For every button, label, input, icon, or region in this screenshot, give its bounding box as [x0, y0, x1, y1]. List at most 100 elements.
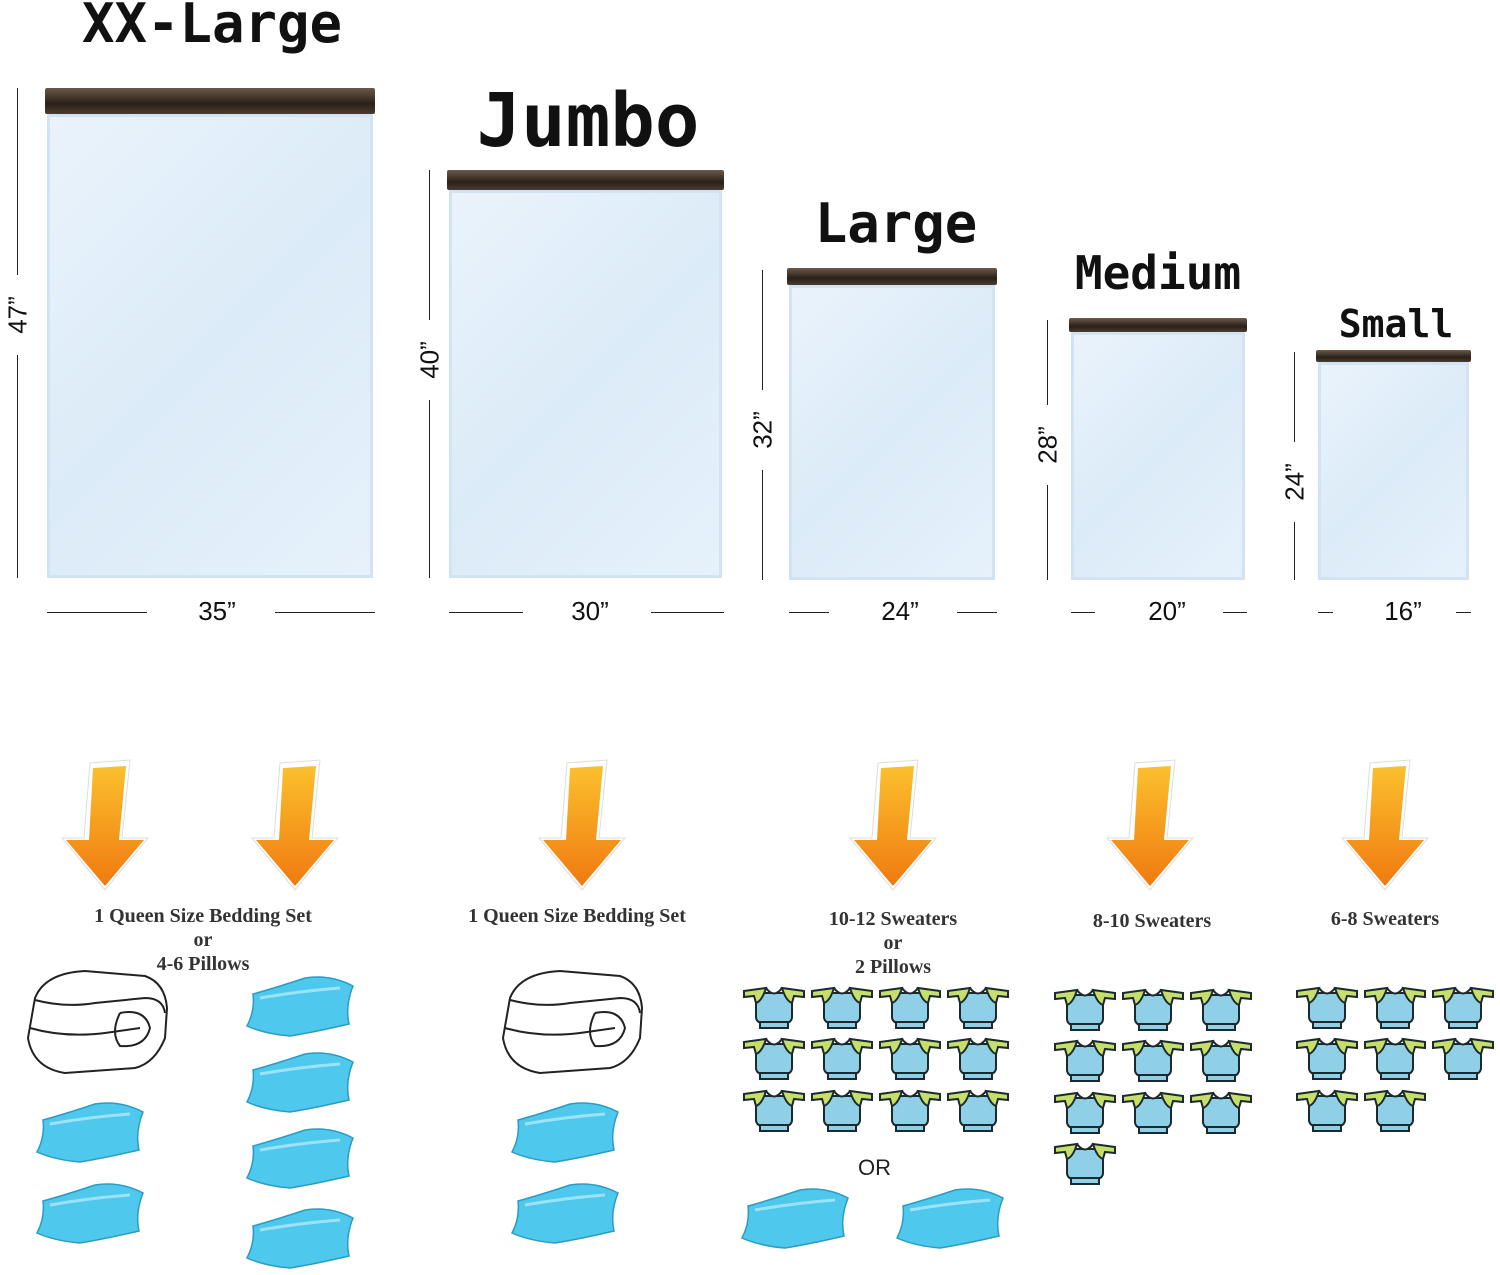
sweater-icon: [946, 985, 1010, 1036]
bag-image: [447, 170, 724, 578]
pillow-icon: [895, 1188, 1007, 1255]
sweater-icon: [1363, 1088, 1427, 1139]
sweater-icon: [878, 1088, 942, 1139]
sweater-icon: [742, 1088, 806, 1139]
height-arrow-line: [429, 170, 430, 320]
sweater-icon: [1053, 1141, 1117, 1192]
sweater-icon: [1431, 985, 1495, 1036]
zipper: [447, 170, 724, 190]
width-label: 30”: [571, 596, 609, 626]
bag-size-title: Small: [1338, 302, 1454, 346]
arrow-down-icon: [250, 758, 340, 898]
sweater-icon: [1189, 1038, 1253, 1089]
bag-size-title: Large: [814, 192, 978, 255]
sweater-icon: [946, 1036, 1010, 1087]
height-label: 28”: [1032, 426, 1063, 464]
caption-line: 1 Queen Size Bedding Set: [94, 905, 312, 927]
width-arrow-line: [1456, 612, 1471, 613]
width-arrow-line: [1318, 612, 1333, 613]
or-label: OR: [858, 1155, 891, 1180]
arrow-down-icon: [1105, 758, 1195, 898]
arrow-down-icon: [848, 758, 938, 898]
caption-line: 4-6 Pillows: [156, 953, 250, 975]
sweater-icon: [1295, 1088, 1359, 1139]
arrow-down-icon: [537, 758, 627, 898]
pillow-icon: [740, 1188, 852, 1255]
pillow-icon: [510, 1102, 622, 1169]
sweater-icon: [1295, 985, 1359, 1036]
height-arrow-line: [17, 355, 18, 578]
height-label: 40”: [414, 341, 445, 379]
bag-body: [1318, 362, 1469, 580]
width-arrow-line: [957, 612, 997, 613]
sweater-icon: [1363, 1036, 1427, 1087]
width-arrow-line: [1223, 612, 1247, 613]
height-label: 32”: [747, 411, 778, 449]
sweater-icon: [1053, 987, 1117, 1038]
sweater-icon: [1189, 987, 1253, 1038]
sweater-icon: [946, 1088, 1010, 1139]
arrow-down-icon: [60, 758, 150, 898]
bag-body: [449, 190, 722, 578]
pillow-icon: [245, 1052, 357, 1119]
bag-image: [45, 88, 375, 578]
width-label: 24”: [881, 596, 919, 626]
sweater-icon: [1295, 1036, 1359, 1087]
sweater-icon: [1189, 1090, 1253, 1141]
bag-image: [787, 268, 997, 580]
caption-line: 1 Queen Size Bedding Set: [468, 905, 686, 927]
caption-line: 6-8 Sweaters: [1330, 908, 1440, 930]
zipper: [1316, 350, 1471, 362]
sweater-icon: [1121, 1038, 1185, 1089]
bag-size-title: Medium: [1074, 246, 1242, 300]
caption-line: or: [883, 932, 903, 954]
sweater-icon: [1363, 985, 1427, 1036]
width-arrow-line: [650, 612, 724, 613]
bag-body: [1071, 332, 1245, 580]
sweater-icon: [1121, 987, 1185, 1038]
caption: 6-8 Sweaters: [1331, 907, 1439, 931]
caption: 1 Queen Size Bedding Set: [468, 904, 686, 928]
height-arrow-line: [1294, 352, 1295, 442]
height-label: 47”: [2, 296, 33, 334]
bag-body: [789, 285, 995, 580]
pillow-icon: [35, 1102, 147, 1169]
sweater-icon: [810, 985, 874, 1036]
sweater-icon: [1431, 1036, 1495, 1087]
sweater-icon: [742, 985, 806, 1036]
height-arrow-line: [1047, 320, 1048, 405]
height-arrow-line: [17, 88, 18, 275]
sweater-icon: [878, 1036, 942, 1087]
width-arrow-line: [1071, 612, 1095, 613]
caption-line: 8-10 Sweaters: [1092, 910, 1212, 932]
caption: 8-10 Sweaters: [1093, 909, 1211, 933]
bag-size-title: Jumbo: [476, 78, 700, 164]
bag-image: [1069, 318, 1247, 580]
width-arrow-line: [449, 612, 523, 613]
height-arrow-line: [1047, 485, 1048, 580]
caption-line: 2 Pillows: [854, 956, 932, 978]
zipper: [45, 88, 375, 114]
comforter-icon: [25, 968, 173, 1083]
bag-image: [1316, 350, 1471, 580]
pillow-icon: [245, 1128, 357, 1195]
sweater-icon: [878, 985, 942, 1036]
caption: 10-12 Sweaters or 2 Pillows: [829, 907, 957, 979]
pillow-icon: [510, 1183, 622, 1250]
sweater-icon: [1053, 1090, 1117, 1141]
sweater-icon: [1121, 1090, 1185, 1141]
height-arrow-line: [1294, 522, 1295, 580]
width-label: 16”: [1384, 596, 1422, 626]
pillow-icon: [245, 1208, 357, 1275]
width-arrow-line: [47, 612, 147, 613]
sweater-icon: [1053, 1038, 1117, 1089]
width-arrow-line: [275, 612, 375, 613]
sweater-icon: [810, 1036, 874, 1087]
sweater-icon: [810, 1088, 874, 1139]
pillow-icon: [35, 1183, 147, 1250]
bag-body: [47, 114, 373, 578]
bag-size-title: XX-Large: [81, 0, 343, 55]
height-arrow-line: [429, 400, 430, 578]
caption-line: or: [193, 929, 213, 951]
height-arrow-line: [762, 470, 763, 580]
